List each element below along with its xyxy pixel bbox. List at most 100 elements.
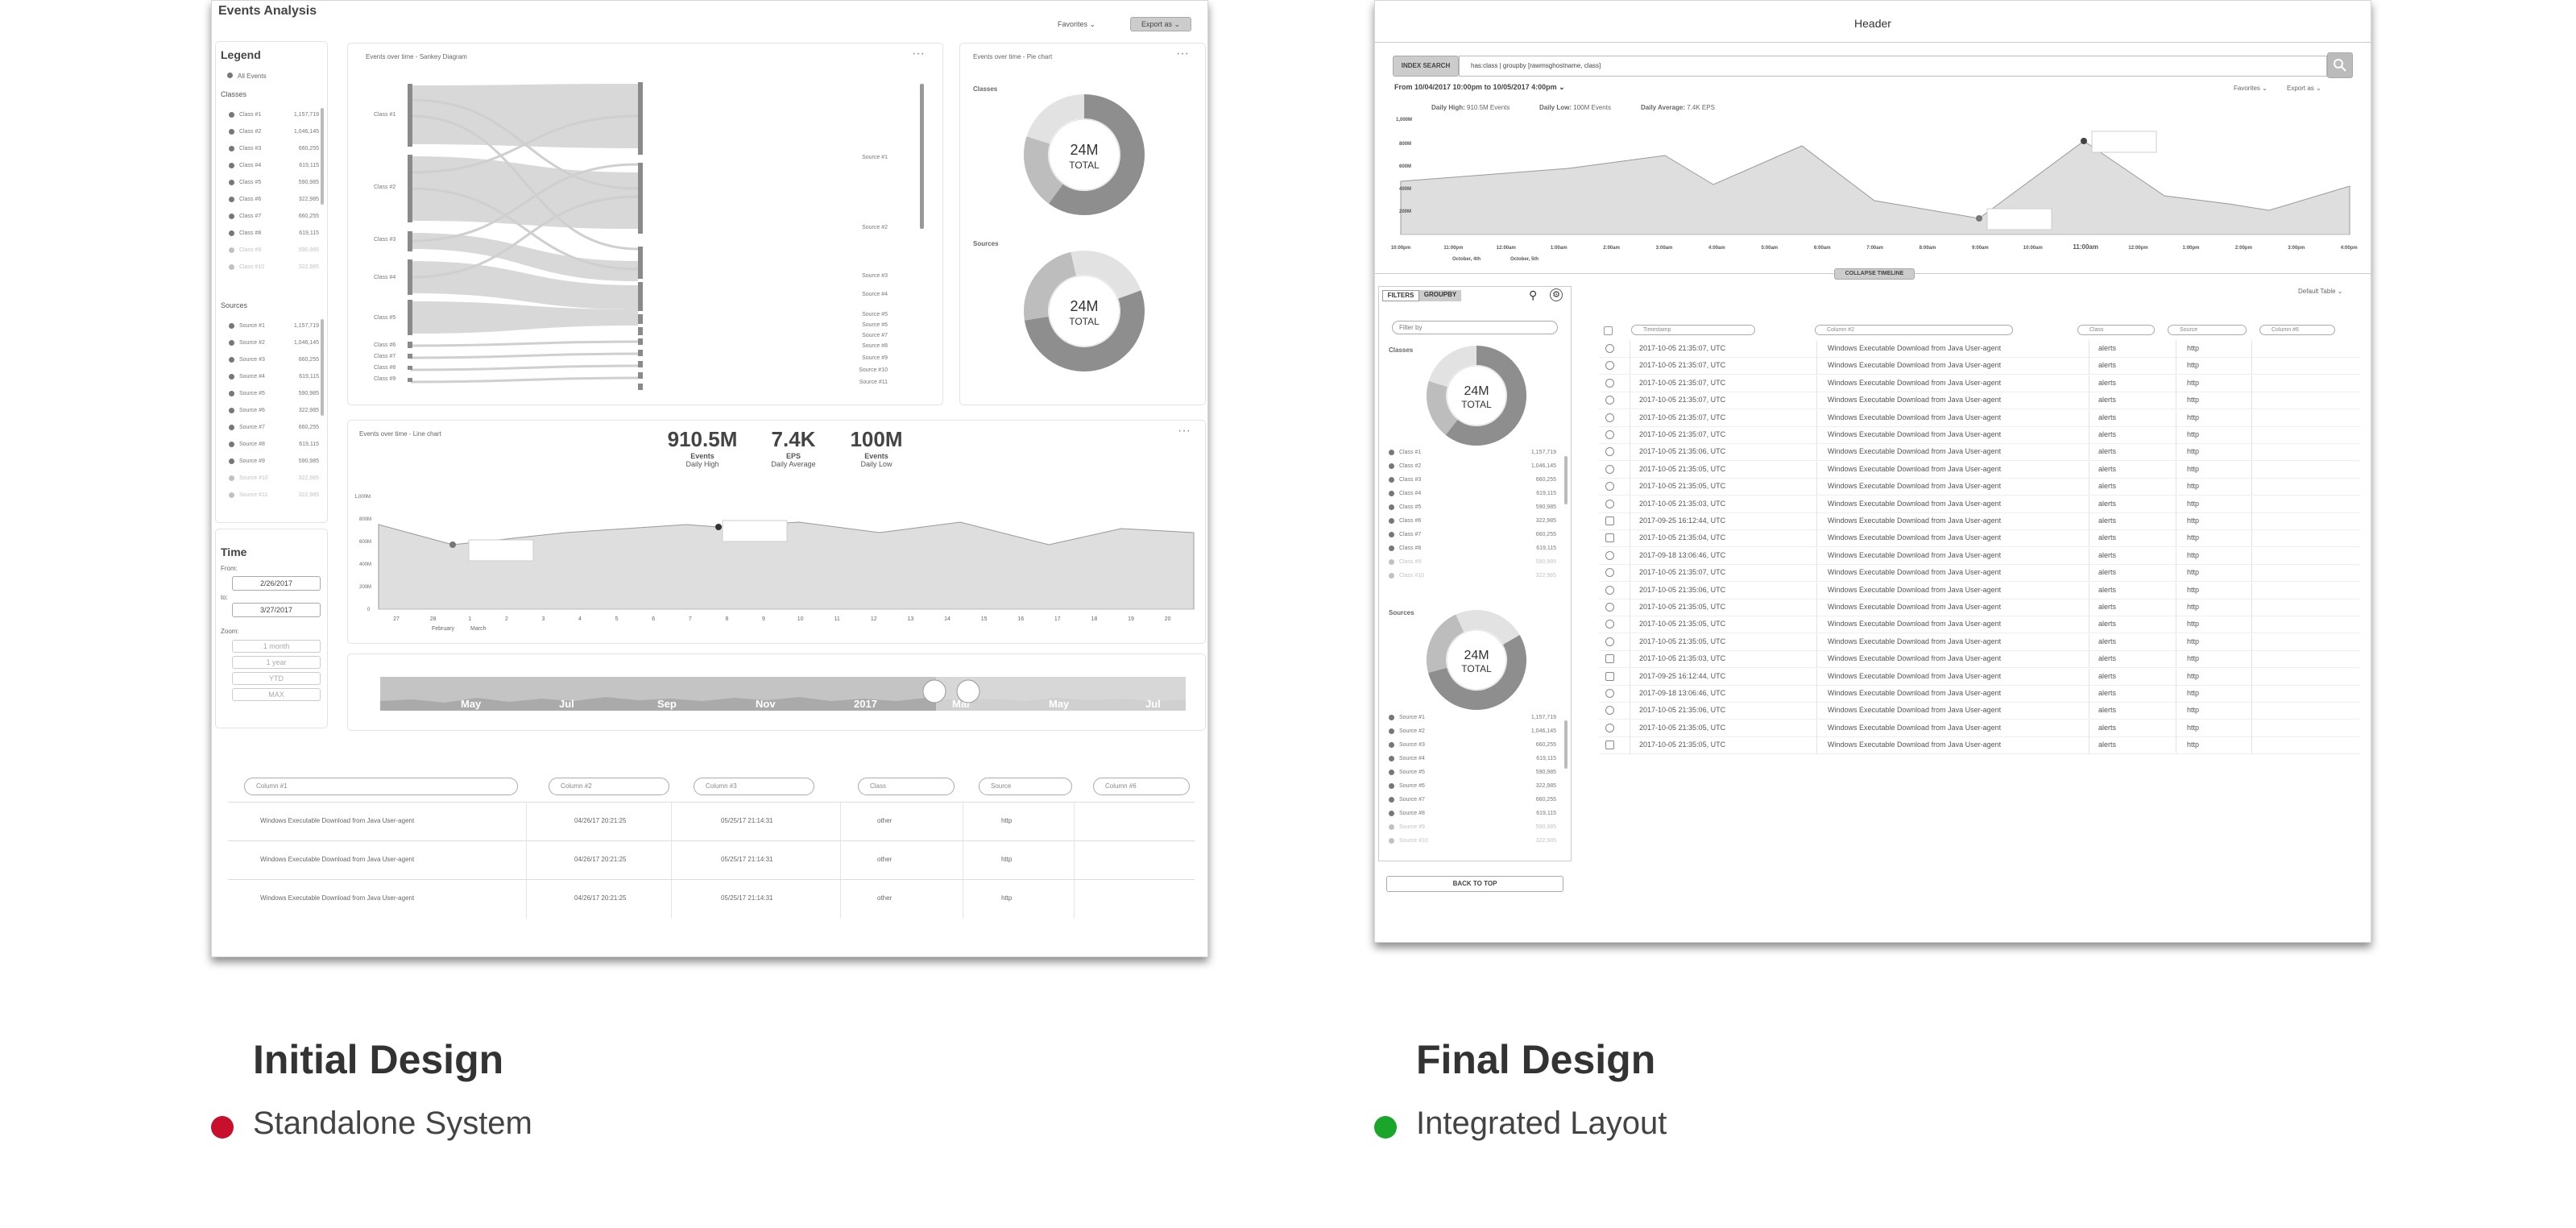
- column-header[interactable]: Class: [858, 778, 955, 795]
- class-legend-item[interactable]: Class #8 619,115: [229, 225, 319, 242]
- column-header[interactable]: Source: [979, 778, 1072, 795]
- tab-filters[interactable]: FILTERS: [1382, 290, 1419, 301]
- table-row[interactable]: 2017-10-05 21:35:07, UTC Windows Executab…: [1599, 409, 2360, 427]
- column-header[interactable]: Class: [2077, 325, 2155, 335]
- source-legend-item[interactable]: Source #1 1,157,719: [229, 317, 319, 334]
- all-events-filter[interactable]: All Events: [227, 73, 267, 80]
- class-legend-item[interactable]: Class #3 660,255: [1389, 473, 1556, 487]
- class-legend-item[interactable]: Class #8 619,115: [1389, 541, 1556, 555]
- source-legend-item[interactable]: Source #5 590,985: [229, 385, 319, 402]
- source-legend-item[interactable]: Source #10 322,985: [1389, 834, 1556, 848]
- export-button[interactable]: Export as ⌄: [1130, 17, 1191, 31]
- column-header[interactable]: Column #2: [1815, 325, 2013, 335]
- table-row[interactable]: 2017-10-05 21:35:03, UTC Windows Executab…: [1599, 496, 2360, 513]
- table-row[interactable]: 2017-10-05 21:35:07, UTC Windows Executab…: [1599, 375, 2360, 392]
- more-options-icon[interactable]: ···: [912, 47, 925, 60]
- more-options-icon[interactable]: ···: [1178, 424, 1191, 438]
- source-legend-item[interactable]: Source #9 590,985: [1389, 820, 1556, 834]
- source-list-scrollbar[interactable]: [321, 319, 324, 416]
- expand-row-icon[interactable]: [1605, 723, 1614, 732]
- class-legend-item[interactable]: Class #4 619,115: [229, 157, 319, 174]
- column-header[interactable]: Source: [2168, 325, 2247, 335]
- collapse-timeline-button[interactable]: COLLAPSE TIMELINE: [1834, 268, 1915, 280]
- checkbox[interactable]: [1605, 517, 1614, 525]
- pin-icon[interactable]: ⚲: [1529, 288, 1538, 301]
- source-legend-item[interactable]: Source #5 590,985: [1389, 765, 1556, 779]
- class-legend-item[interactable]: Class #10 322,985: [229, 259, 319, 276]
- source-legend-item[interactable]: Source #11 322,985: [229, 487, 319, 504]
- class-legend-item[interactable]: Class #9 590,985: [229, 242, 319, 259]
- timeline-chart[interactable]: 1,000M 800M 600M 400M 200M 10:00pm 11:00p…: [1375, 114, 2371, 267]
- table-row[interactable]: 2017-09-18 13:06:46, UTC Windows Executab…: [1599, 686, 2360, 703]
- class-legend-item[interactable]: Class #2 1,046,145: [1389, 459, 1556, 473]
- checkbox[interactable]: [1605, 671, 1614, 681]
- table-row[interactable]: 2017-09-25 16:12:44, UTC Windows Executab…: [1599, 513, 2360, 530]
- table-row[interactable]: 2017-10-05 21:35:07, UTC Windows Executab…: [1599, 341, 2360, 358]
- table-row[interactable]: 2017-10-05 21:35:06, UTC Windows Executab…: [1599, 444, 2360, 462]
- source-legend-item[interactable]: Source #10 322,985: [229, 470, 319, 487]
- more-options-icon[interactable]: ···: [1176, 47, 1189, 60]
- expand-row-icon[interactable]: [1605, 603, 1614, 612]
- column-header[interactable]: Column #6: [1093, 778, 1190, 795]
- checkbox[interactable]: [1605, 741, 1614, 750]
- source-legend-item[interactable]: Source #2 1,046,145: [1389, 724, 1556, 738]
- class-legend-item[interactable]: Class #5 590,985: [229, 174, 319, 191]
- table-row[interactable]: 2017-10-05 21:35:04, UTC Windows Executab…: [1599, 530, 2360, 548]
- index-search-button[interactable]: INDEX SEARCH: [1393, 56, 1459, 77]
- class-legend-item[interactable]: Class #3 660,255: [229, 140, 319, 157]
- source-legend-item[interactable]: Source #3 660,255: [1389, 738, 1556, 752]
- class-legend-item[interactable]: Class #7 660,255: [229, 208, 319, 225]
- settings-icon[interactable]: ⚙: [1550, 288, 1563, 301]
- class-legend-item[interactable]: Class #6 322,985: [1389, 514, 1556, 528]
- events-line-chart[interactable]: 1,000M 800M 600M 400M 200M 0 27 28 1 2 3 4 5 6 7…: [348, 488, 1207, 641]
- class-list-scrollbar[interactable]: [1564, 456, 1568, 504]
- class-legend-item[interactable]: Class #4 619,115: [1389, 487, 1556, 500]
- back-to-top-button[interactable]: BACK TO TOP: [1386, 876, 1563, 892]
- source-legend-item[interactable]: Source #4 619,115: [1389, 752, 1556, 765]
- zoom-ytd-button[interactable]: YTD: [232, 672, 321, 685]
- class-legend-item[interactable]: Class #10 322,985: [1389, 569, 1556, 583]
- source-legend-item[interactable]: Source #7 660,255: [229, 419, 319, 436]
- table-row[interactable]: 2017-10-05 21:35:05, UTC Windows Executab…: [1599, 737, 2360, 755]
- expand-row-icon[interactable]: [1605, 689, 1614, 698]
- favorites-dropdown[interactable]: Favorites ⌄: [2234, 85, 2267, 92]
- class-legend-item[interactable]: Class #9 590,985: [1389, 555, 1556, 569]
- source-legend-item[interactable]: Source #1 1,157,719: [1389, 711, 1556, 724]
- source-list-scrollbar[interactable]: [1564, 720, 1568, 769]
- select-all-checkbox[interactable]: [1604, 326, 1613, 335]
- expand-row-icon[interactable]: [1605, 447, 1614, 457]
- table-row[interactable]: 2017-10-05 21:35:06, UTC Windows Executab…: [1599, 582, 2360, 599]
- checkbox[interactable]: [1605, 654, 1614, 664]
- expand-row-icon[interactable]: [1605, 396, 1614, 405]
- zoom-max-button[interactable]: MAX: [232, 688, 321, 701]
- source-legend-item[interactable]: Source #9 590,985: [229, 453, 319, 470]
- source-legend-item[interactable]: Source #8 619,115: [1389, 807, 1556, 820]
- favorites-dropdown[interactable]: Favorites ⌄: [1058, 20, 1096, 28]
- source-legend-item[interactable]: Source #3 660,255: [229, 351, 319, 368]
- source-legend-item[interactable]: Source #7 660,255: [1389, 793, 1556, 807]
- table-row[interactable]: 2017-09-25 16:12:44, UTC Windows Executab…: [1599, 668, 2360, 686]
- from-date-input[interactable]: 2/26/2017: [232, 576, 321, 591]
- default-table-dropdown[interactable]: Default Table ⌄: [2298, 288, 2343, 295]
- table-row[interactable]: Windows Executable Download from Java Us…: [228, 802, 1195, 841]
- source-legend-item[interactable]: Source #6 322,985: [229, 402, 319, 419]
- column-header[interactable]: Column #1: [244, 778, 518, 795]
- expand-row-icon[interactable]: [1605, 499, 1614, 508]
- classes-donut-chart[interactable]: 24M TOTAL: [1424, 343, 1529, 448]
- table-row[interactable]: 2017-10-05 21:35:05, UTC Windows Executab…: [1599, 720, 2360, 737]
- table-row[interactable]: 2017-10-05 21:35:05, UTC Windows Executab…: [1599, 616, 2360, 634]
- source-legend-item[interactable]: Source #6 322,985: [1389, 779, 1556, 793]
- class-legend-item[interactable]: Class #6 322,985: [229, 191, 319, 208]
- sankey-diagram[interactable]: Class #1 Class #2 Class #3 Class #4 Clas…: [364, 68, 928, 402]
- sources-donut-chart[interactable]: 24M TOTAL: [1020, 247, 1149, 375]
- column-header[interactable]: Timestamp: [1631, 325, 1755, 335]
- filter-input[interactable]: Filter by: [1392, 321, 1558, 334]
- expand-row-icon[interactable]: [1605, 620, 1614, 629]
- table-row[interactable]: 2017-10-05 21:35:05, UTC Windows Executab…: [1599, 461, 2360, 479]
- sources-donut-chart[interactable]: 24M TOTAL: [1424, 608, 1529, 712]
- class-list-scrollbar[interactable]: [321, 108, 324, 205]
- expand-row-icon[interactable]: [1605, 637, 1614, 646]
- table-row[interactable]: 2017-10-05 21:35:05, UTC Windows Executab…: [1599, 479, 2360, 496]
- table-row[interactable]: 2017-09-18 13:06:46, UTC Windows Executab…: [1599, 547, 2360, 565]
- expand-row-icon[interactable]: [1605, 585, 1614, 595]
